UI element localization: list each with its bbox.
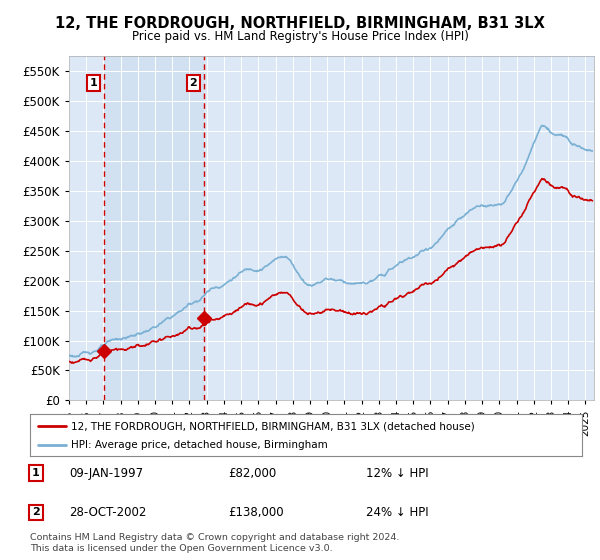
Text: 1: 1 (90, 78, 98, 88)
Bar (104, 56, 204, 400)
Text: 24% ↓ HPI: 24% ↓ HPI (366, 506, 428, 519)
Text: 09-JAN-1997: 09-JAN-1997 (69, 466, 143, 480)
Text: Price paid vs. HM Land Registry's House Price Index (HPI): Price paid vs. HM Land Registry's House … (131, 30, 469, 43)
Text: HPI: Average price, detached house, Birmingham: HPI: Average price, detached house, Birm… (71, 441, 328, 450)
Text: £138,000: £138,000 (228, 506, 284, 519)
Text: 12, THE FORDROUGH, NORTHFIELD, BIRMINGHAM, B31 3LX: 12, THE FORDROUGH, NORTHFIELD, BIRMINGHA… (55, 16, 545, 31)
Text: 2: 2 (190, 78, 197, 88)
Text: 12% ↓ HPI: 12% ↓ HPI (366, 466, 428, 480)
Text: 2: 2 (32, 507, 40, 517)
Text: 1: 1 (32, 468, 40, 478)
Text: £82,000: £82,000 (228, 466, 276, 480)
Text: Contains HM Land Registry data © Crown copyright and database right 2024.
This d: Contains HM Land Registry data © Crown c… (30, 533, 400, 553)
Text: 12, THE FORDROUGH, NORTHFIELD, BIRMINGHAM, B31 3LX (detached house): 12, THE FORDROUGH, NORTHFIELD, BIRMINGHA… (71, 421, 475, 431)
Text: 28-OCT-2002: 28-OCT-2002 (69, 506, 146, 519)
